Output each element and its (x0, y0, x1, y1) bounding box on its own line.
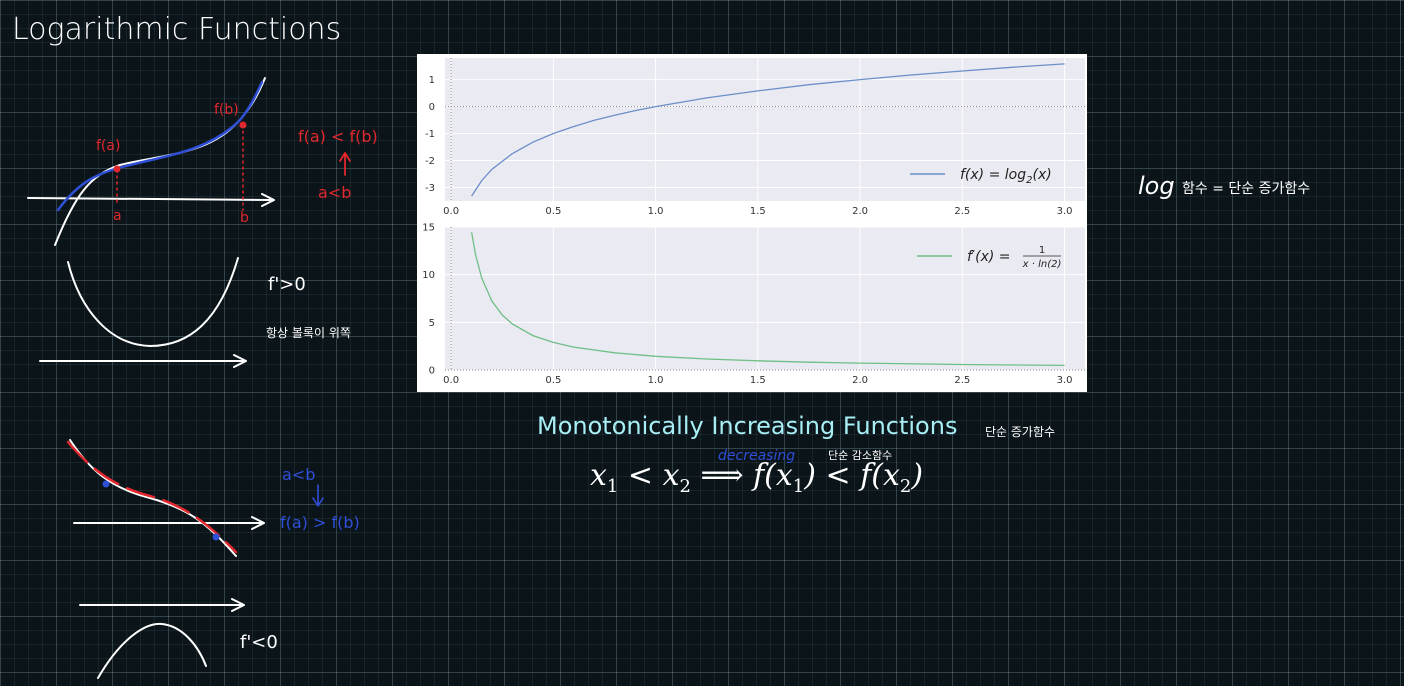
down-arrow-blue (312, 484, 324, 507)
label-log: log (1138, 172, 1175, 200)
formula-sub-1: 1 (606, 476, 619, 497)
convex-curve (67, 257, 239, 347)
y-tick-label: 15 (422, 223, 435, 234)
legend-numerator: 1 (1039, 245, 1045, 256)
label-fa: f(a) (96, 138, 120, 154)
y-tick-label: 5 (429, 318, 435, 329)
series-line (471, 63, 1065, 197)
formula-arrow: ⟹ (690, 458, 754, 493)
x-tick-label: 1.0 (648, 206, 664, 217)
point-a-dec (102, 480, 110, 488)
legend-denominator: x · ln(2) (1022, 259, 1062, 270)
red-curve-3 (66, 440, 238, 554)
sketch-decreasing-function: a<b f(a) > f(b) f'<0 (66, 439, 360, 679)
sketch-convex: f'>0 항상 볼록이 위쪽 (39, 257, 351, 368)
formula-close-1: ) (804, 458, 816, 493)
point-b (239, 121, 247, 129)
x-tick-label: 3.0 (1057, 375, 1073, 386)
x-tick-label: 0.0 (443, 375, 459, 386)
point-a (113, 165, 121, 173)
x-tick-label: 2.0 (852, 375, 868, 386)
label-b: b (240, 210, 249, 226)
formula-f2: f(x (860, 458, 900, 493)
formula-x2: x (662, 458, 680, 493)
x-tick-label: 1.5 (750, 375, 766, 386)
x-tick-label: 1.0 (648, 375, 664, 386)
x-axis-arrow-3 (73, 516, 265, 530)
x-tick-label: 3.0 (1057, 206, 1073, 217)
label-mono-note: 단순 증가함수 (985, 425, 1055, 439)
x-tick-label: 1.5 (750, 206, 766, 217)
y-tick-label: 0 (429, 366, 435, 377)
label-fb: f(b) (214, 102, 239, 118)
y-tick-label: 1 (429, 75, 435, 86)
label-a: a (113, 208, 122, 224)
blue-curve-1 (56, 80, 264, 212)
x-tick-label: 2.5 (954, 206, 970, 217)
plot-area-1 (445, 227, 1085, 370)
sketch-increasing-function: f(a) f(b) a b f(a) < f(b) a<b (27, 77, 378, 246)
label-fprime-lt-0: f'<0 (240, 632, 278, 653)
x-tick-label: 0.5 (545, 375, 561, 386)
y-tick-label: -2 (425, 156, 435, 167)
formula-f2-sub: 2 (899, 476, 912, 497)
formula-lt-2: < (815, 458, 861, 493)
up-arrow-red (339, 152, 351, 176)
x-tick-label: 0.0 (443, 206, 459, 217)
page-title: Logarithmic Functions (12, 12, 342, 47)
label-a-lt-b: a<b (318, 183, 351, 202)
x-tick-label: 0.5 (545, 206, 561, 217)
label-always-convex: 항상 볼록이 위쪽 (266, 326, 351, 340)
log-note: log 함수 = 단순 증가함수 (1138, 172, 1310, 200)
formula-lt-1: < (618, 458, 663, 493)
formula-close-2: ) (911, 458, 924, 493)
label-dec-note: 단순 감소함수 (828, 449, 892, 462)
x-tick-label: 2.5 (954, 375, 970, 386)
formula-x1: x (590, 458, 607, 493)
monotonic-formula: x1 < x2 ⟹ f(x1) < f(x2) (590, 458, 923, 497)
series-line (470, 232, 1065, 367)
label-a-dec-blue: a<b (282, 465, 315, 484)
concave-curve (97, 622, 207, 679)
y-tick-label: -3 (425, 183, 435, 194)
x-axis-arrow-4 (79, 598, 245, 612)
x-axis-arrow-2 (39, 354, 247, 368)
label-fa-gt-fb: f(a) > f(b) (280, 513, 360, 532)
label-log-desc: 함수 = 단순 증가함수 (1182, 181, 1310, 197)
formula-sub-2: 2 (679, 476, 691, 497)
y-tick-label: -1 (425, 129, 435, 140)
chart-panel: 0.0 0.5 1.0 1.5 2.0 2.5 3.0 1 0 -1 -2 -3 0.0 0.5 1.0 1.… (417, 54, 1087, 392)
plot-area-0 (445, 58, 1085, 201)
formula-f1: f(x (753, 458, 793, 493)
y-tick-label: 0 (429, 102, 435, 113)
point-b-dec (212, 533, 220, 541)
section-heading: Monotonically Increasing Functions (537, 412, 958, 440)
y-tick-label: 10 (422, 270, 435, 281)
formula-f1-sub: 1 (792, 476, 805, 497)
label-fprime-gt-0: f'>0 (268, 274, 306, 295)
legend-label-1: f(x) = log2(x) (960, 167, 1052, 186)
x-tick-label: 2.0 (852, 206, 868, 217)
label-fa-lt-fb: f(a) < f(b) (298, 127, 378, 146)
label-decreasing: decreasing (718, 448, 795, 464)
charts-svg: 0.0 0.5 1.0 1.5 2.0 2.5 3.010-1-2-30.0 0.5 1.0 1.… (422, 58, 1085, 386)
legend-label-2: f′(x) = (967, 249, 1011, 265)
